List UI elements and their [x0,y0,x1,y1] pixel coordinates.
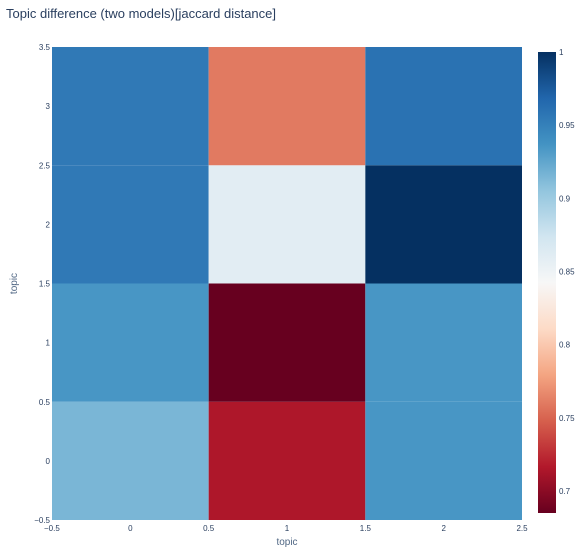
heatmap-cell-3-1 [208,47,366,166]
colorbar-tick-label: 0.75 [559,414,575,423]
x-axis-ticks: −0.5 0 0.5 1 1.5 2 2.5 [44,524,528,533]
x-tick-label: 2 [441,524,446,533]
heatmap-cell-0-1 [208,401,366,520]
colorbar-tick-label: 0.7 [559,487,571,496]
y-tick-label: 0.5 [39,398,51,407]
colorbar-tick-label: 1 [559,48,564,57]
y-axis-ticks: −0.5 0 0.5 1 1.5 2 2.5 3 3.5 [34,43,50,525]
x-tick-label: 1.5 [360,524,372,533]
x-tick-label: 0 [128,524,133,533]
x-tick-label: 0.5 [203,524,215,533]
heatmap-cell-1-0 [52,283,209,402]
y-tick-label: 3 [46,102,51,111]
heatmap-cell-3-2 [365,47,522,166]
y-tick-label: 1.5 [39,280,51,289]
colorbar [538,52,556,513]
heatmap-cell-2-2 [365,165,522,284]
colorbar-tick-label: 0.8 [559,341,571,350]
y-tick-label: 1 [46,339,51,348]
x-tick-label: 2.5 [516,524,528,533]
heatmap-cell-2-0 [52,165,209,284]
heatmap-cell-2-1 [208,165,366,284]
y-tick-label: 0 [46,457,51,466]
y-axis-title: topic [9,273,20,294]
x-axis-title: topic [276,537,297,548]
x-tick-label: 1 [285,524,290,533]
heatmap-cell-0-0 [52,401,209,520]
y-tick-label: −0.5 [34,516,50,525]
heatmap-cell-3-0 [52,47,209,166]
chart-title: Topic difference (two models)[jaccard di… [6,6,276,21]
colorbar-tick-label: 0.9 [559,194,571,203]
y-tick-label: 2.5 [39,161,51,170]
colorbar-ticks: 0.7 0.75 0.8 0.85 0.9 0.95 1 [559,48,575,496]
heatmap-cell-0-2 [365,401,522,520]
heatmap-cell-1-1 [208,283,366,402]
y-tick-label: 3.5 [39,43,51,52]
heatmap-cells [52,47,522,520]
colorbar-tick-label: 0.95 [559,121,575,130]
heatmap-cell-1-2 [365,283,522,402]
x-tick-label: −0.5 [44,524,60,533]
y-tick-label: 2 [46,220,51,229]
colorbar-tick-label: 0.85 [559,268,575,277]
